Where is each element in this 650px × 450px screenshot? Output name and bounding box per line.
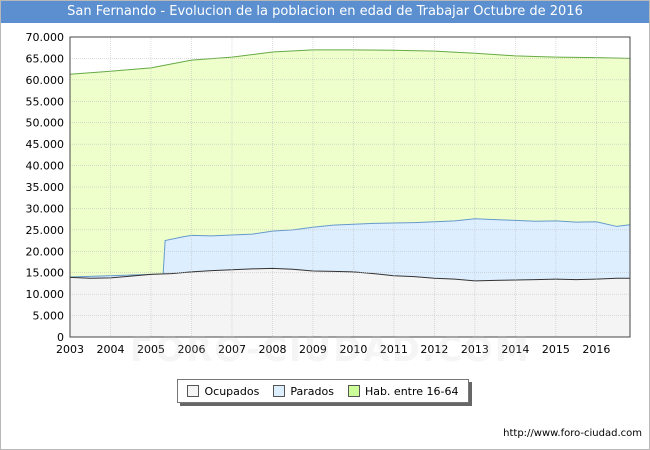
series-ocupados-area (70, 268, 630, 337)
x-tick-label: 2014 (501, 343, 529, 356)
y-tick-label: 15.000 (26, 267, 65, 280)
y-tick-label: 45.000 (26, 138, 65, 151)
legend-item-hab: Hab. entre 16-64 (347, 384, 459, 398)
x-tick-label: 2015 (542, 343, 570, 356)
x-tick-label: 2013 (461, 343, 489, 356)
legend-swatch-parados (273, 385, 286, 397)
x-tick-label: 2016 (582, 343, 610, 356)
chart-title: San Fernando - Evolucion de la poblacion… (1, 1, 649, 23)
y-tick-label: 10.000 (26, 288, 65, 301)
y-tick-label: 65.000 (26, 52, 65, 65)
legend: Ocupados Parados Hab. entre 16-64 (177, 379, 469, 403)
x-tick-label: 2010 (339, 343, 367, 356)
y-tick-label: 25.000 (26, 224, 65, 237)
x-tick-label: 2011 (380, 343, 408, 356)
plot-border (69, 36, 631, 338)
watermark: FORO-CIUDAD.COM (130, 330, 531, 370)
source-link[interactable]: http://www.foro-ciudad.com (503, 428, 642, 439)
legend-swatch-ocupados (187, 385, 200, 397)
x-tick-label: 2009 (299, 343, 327, 356)
y-tick-label: 35.000 (26, 181, 65, 194)
y-tick-label: 30.000 (26, 202, 65, 215)
y-tick-label: 60.000 (26, 74, 65, 87)
y-tick-label: 55.000 (26, 95, 65, 108)
legend-item-ocupados: Ocupados (187, 385, 259, 398)
x-tick-label: 2007 (218, 343, 246, 356)
legend-label-hab: Hab. entre 16-64 (364, 384, 459, 398)
y-tick-label: 40.000 (26, 160, 65, 173)
y-tick-label: 70.000 (26, 31, 65, 44)
legend-label-parados: Parados (290, 384, 334, 398)
x-tick-label: 2003 (56, 343, 84, 356)
y-tick-label: 50.000 (26, 117, 65, 130)
y-tick-label: 0 (57, 331, 64, 344)
x-tick-label: 2008 (258, 343, 286, 356)
legend-item-parados: Parados (273, 385, 334, 398)
x-tick-label: 2012 (420, 343, 448, 356)
legend-swatch-hab (347, 385, 360, 397)
y-tick-label: 5.000 (33, 310, 65, 323)
y-tick-label: 20.000 (26, 245, 65, 258)
x-tick-label: 2006 (177, 343, 205, 356)
x-tick-label: 2005 (137, 343, 165, 356)
legend-label-ocupados: Ocupados (204, 384, 260, 398)
series-parados-line (69, 218, 631, 278)
x-tick-label: 2004 (96, 343, 124, 356)
